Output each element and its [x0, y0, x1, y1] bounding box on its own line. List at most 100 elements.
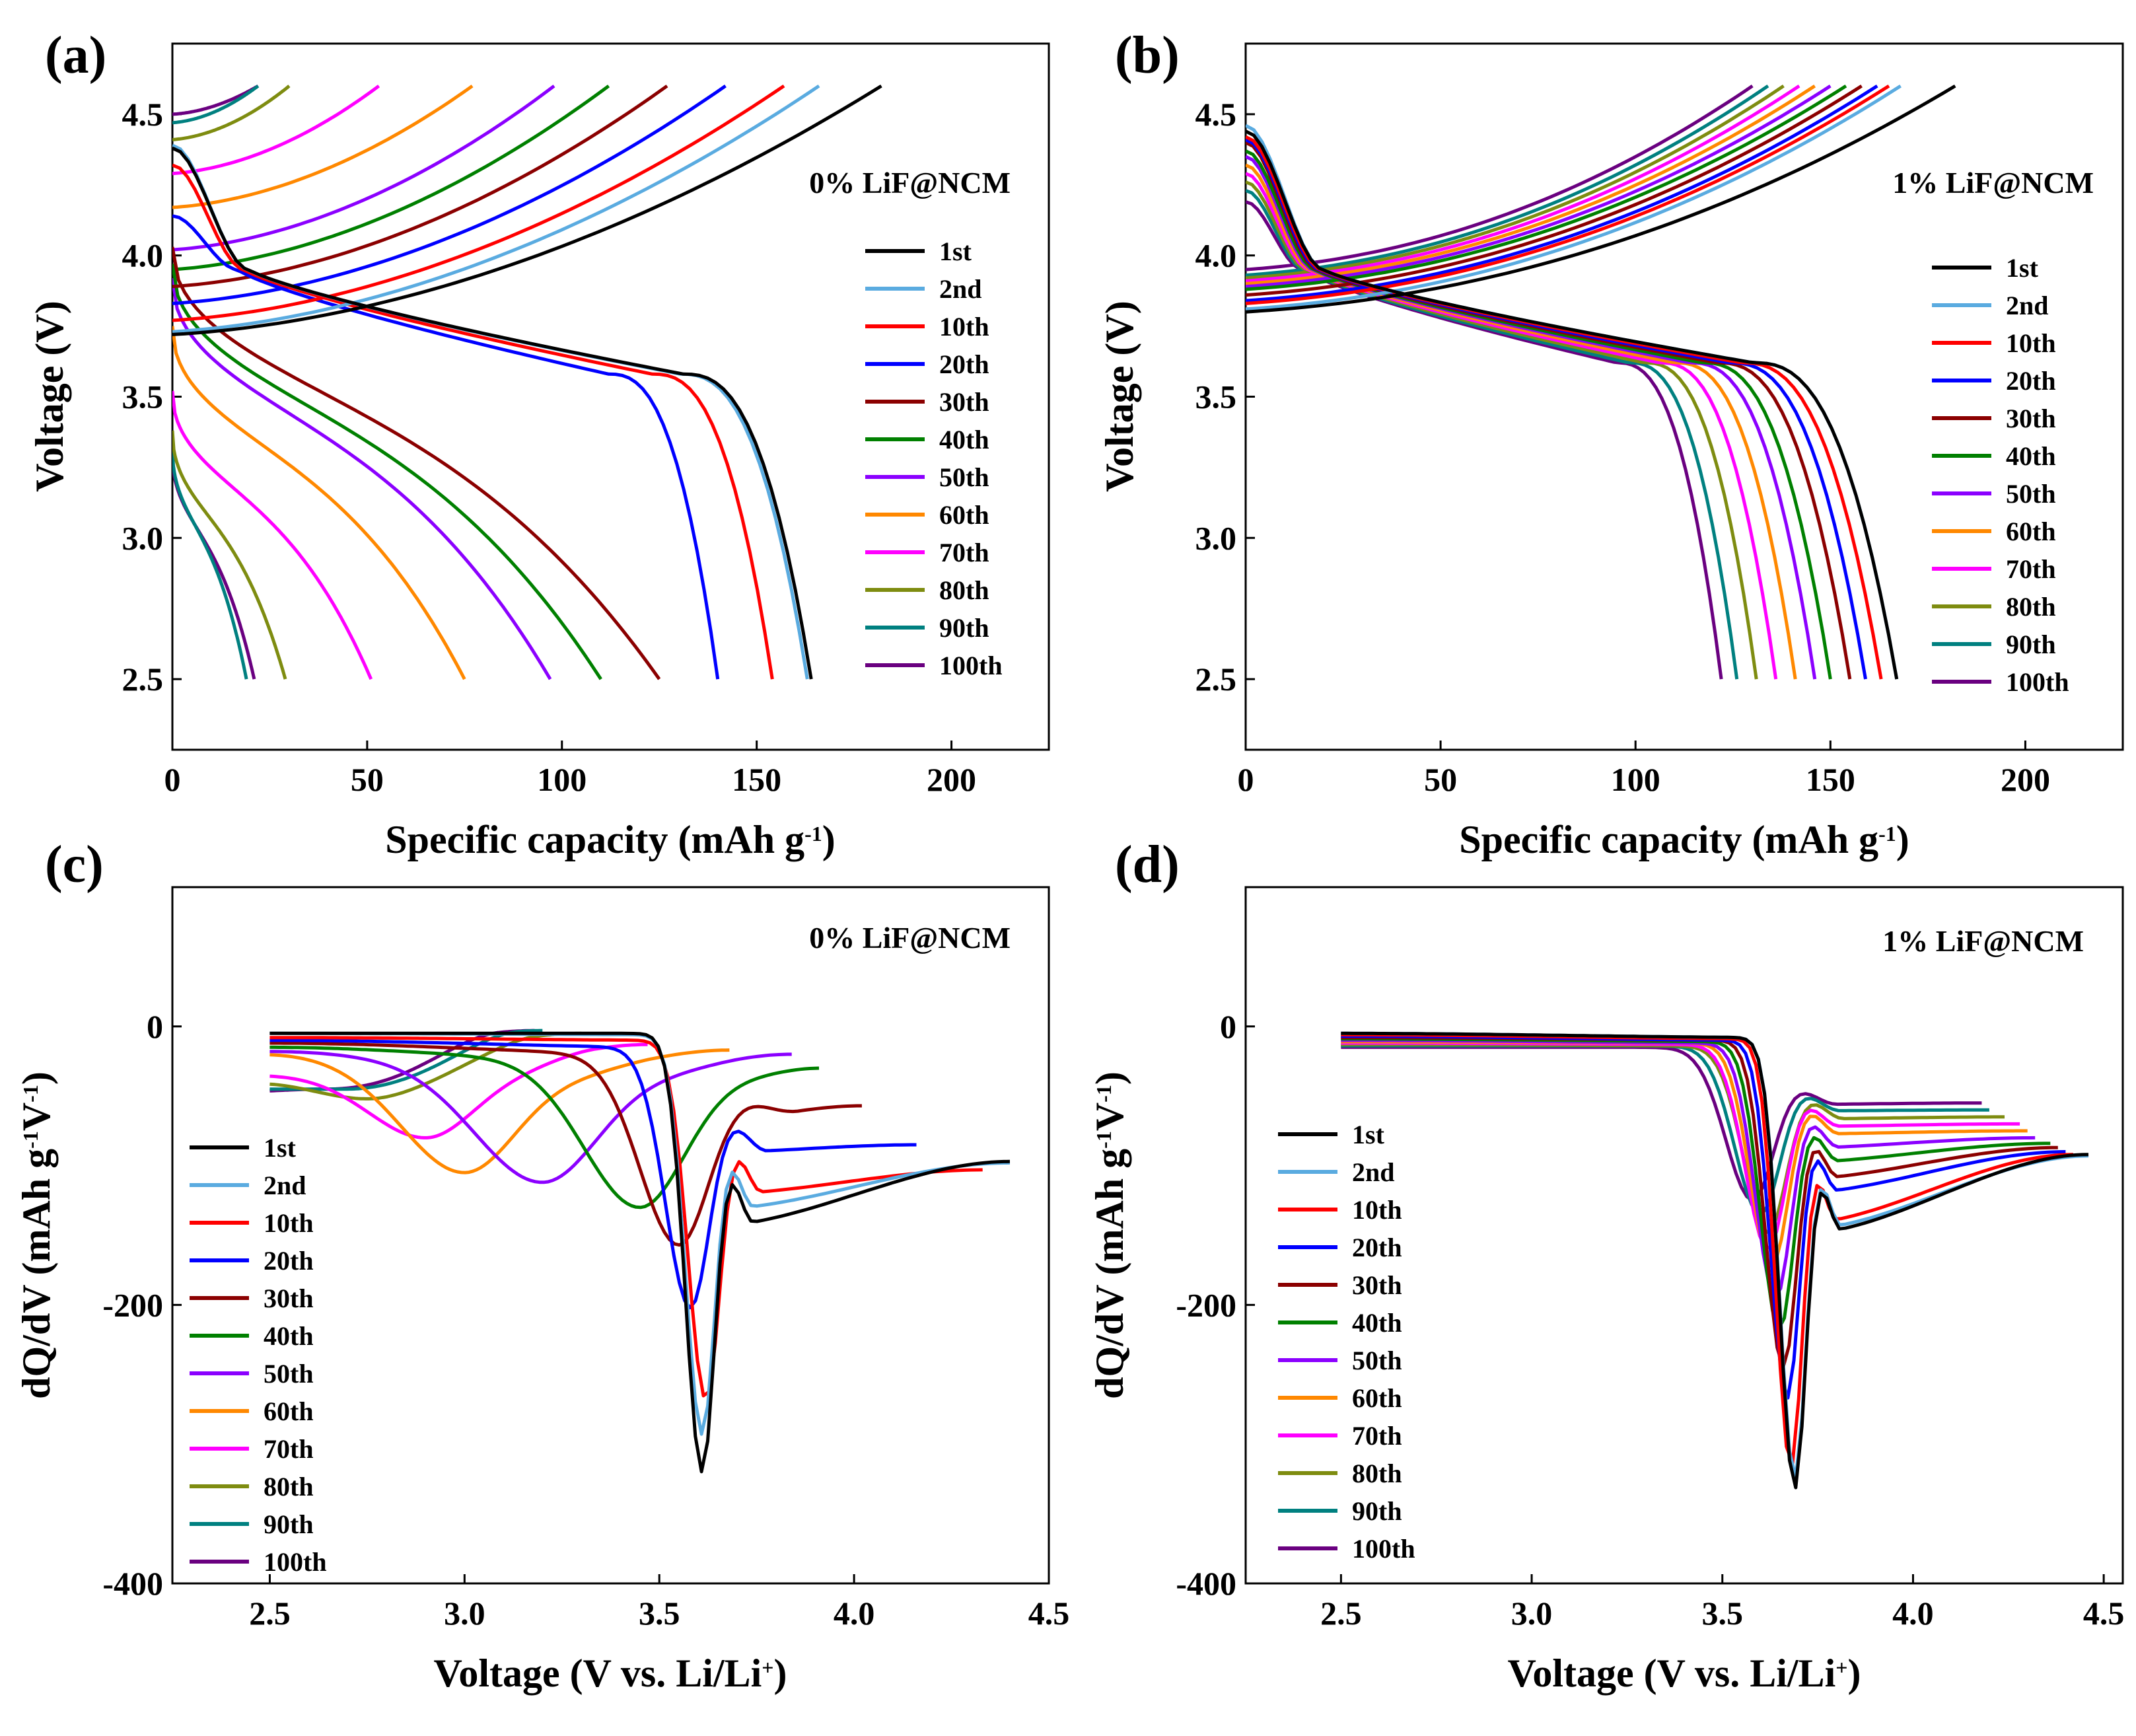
- series-line-60th-charge: [172, 85, 474, 209]
- series-line-50th: [269, 1050, 792, 1184]
- x-tick-label: 0: [164, 761, 181, 798]
- plot-area: [1341, 1031, 2089, 1490]
- plot-area: [172, 84, 882, 680]
- sample-annotation: 1% LiF@NCM: [1892, 166, 2094, 199]
- panel-a: 0 50 100 150 200 2.5 3.0 3.5 4.0 4.5 1st 2nd 10th 20t…: [28, 26, 1050, 861]
- plot-frame: [171, 42, 1050, 751]
- legend-label-100th: 100th: [264, 1547, 327, 1577]
- sample-annotation: 0% LiF@NCM: [809, 166, 1011, 199]
- legend-label-70th: 70th: [1352, 1421, 1402, 1451]
- legend-label-30th: 30th: [1352, 1270, 1402, 1300]
- y-tick-label: 3.5: [122, 379, 164, 416]
- plot-area: [269, 1029, 1011, 1474]
- legend-label-2nd: 2nd: [2006, 291, 2049, 320]
- y-axis-label: dQ/dV (mAh g-1V-1): [15, 1071, 58, 1399]
- series-line-60th-discharge: [1246, 163, 1797, 680]
- legend-label-10th: 10th: [1352, 1195, 1402, 1225]
- series-line-90th-charge: [1246, 85, 1769, 277]
- series-line-1st-charge: [172, 84, 882, 336]
- legend-label-30th: 30th: [939, 387, 989, 417]
- y-tick-label: -200: [102, 1286, 163, 1323]
- x-tick-label: 2.5: [1320, 1595, 1362, 1632]
- legend-label-30th: 30th: [264, 1284, 314, 1313]
- x-tick-label: 50: [1424, 761, 1457, 798]
- series-line-2nd-discharge: [172, 143, 809, 680]
- legend-label-40th: 40th: [939, 425, 989, 454]
- series-line-30th-charge: [1246, 84, 1863, 297]
- series-line-1st: [1341, 1031, 2089, 1490]
- legend-label-20th: 20th: [2006, 366, 2056, 396]
- series-line-40th-charge: [172, 85, 610, 271]
- panel-label: (c): [45, 836, 104, 894]
- panel-b: 0 50 100 150 200 2.5 3.0 3.5 4.0 4.5 1st 2nd 10th 20t…: [1098, 26, 2124, 861]
- series-line-10th-discharge: [1246, 135, 1883, 680]
- series-line-30th-discharge: [172, 246, 661, 680]
- legend-label-40th: 40th: [264, 1321, 314, 1351]
- x-tick-label: 50: [351, 761, 384, 798]
- series-line-50th: [1341, 1038, 2036, 1299]
- series-line-1st: [269, 1031, 1011, 1474]
- legend-label-60th: 60th: [1352, 1383, 1402, 1413]
- series-line-30th: [1341, 1036, 2058, 1369]
- series-line-90th: [269, 1029, 543, 1091]
- x-tick-label: 3.0: [1511, 1595, 1553, 1632]
- legend-label-10th: 10th: [264, 1208, 314, 1238]
- legend-label-60th: 60th: [264, 1396, 314, 1426]
- y-tick-label: 2.5: [122, 661, 164, 698]
- plot-frame: [171, 886, 1050, 1585]
- legend-label-70th: 70th: [264, 1434, 314, 1464]
- series-line-1st-discharge: [172, 146, 813, 680]
- legend-label-80th: 80th: [1352, 1459, 1402, 1488]
- series-line-30th-discharge: [1246, 141, 1852, 680]
- y-axis-label: Voltage (V): [1098, 301, 1141, 491]
- y-tick-label: 3.0: [122, 519, 164, 556]
- panel-label: (a): [45, 26, 106, 85]
- y-tick-label: -400: [102, 1565, 163, 1602]
- series-line-90th-discharge: [172, 447, 248, 680]
- y-axis-label: Voltage (V): [28, 301, 71, 491]
- series-line-70th-discharge: [172, 390, 373, 680]
- y-tick-label: 4.5: [1195, 96, 1237, 133]
- series-line-1st-discharge: [1246, 129, 1899, 680]
- legend-label-50th: 50th: [2006, 479, 2056, 509]
- plot-frame: [1244, 886, 2124, 1585]
- legend-label-70th: 70th: [2006, 554, 2056, 584]
- panel-c: 2.5 3.0 3.5 4.0 4.5 -400 -200 0 1st 2nd 10th 20th 30…: [15, 836, 1069, 1695]
- series-line-100th-charge: [172, 84, 260, 116]
- series-line-20th: [269, 1038, 917, 1310]
- legend-label-1st: 1st: [939, 236, 972, 266]
- x-tick-label: 4.0: [834, 1595, 875, 1632]
- x-tick-label: 3.5: [639, 1595, 680, 1632]
- y-tick-label: 4.0: [122, 237, 164, 274]
- series-line-60th: [269, 1048, 730, 1175]
- y-tick-label: -200: [1176, 1286, 1236, 1323]
- series-line-20th-discharge: [172, 214, 720, 680]
- series-line-60th-charge: [1246, 85, 1816, 285]
- x-tick-label: 150: [732, 761, 781, 798]
- series-line-90th: [1341, 1044, 1989, 1215]
- y-tick-label: 0: [147, 1008, 163, 1045]
- legend-label-50th: 50th: [264, 1359, 314, 1389]
- legend-label-1st: 1st: [2006, 253, 2039, 283]
- legend-label-90th: 90th: [2006, 630, 2056, 659]
- series-line-80th-charge: [1246, 85, 1785, 280]
- series-line-20th: [1341, 1034, 2066, 1400]
- legend-label-40th: 40th: [1352, 1308, 1402, 1338]
- series-line-10th-charge: [1246, 84, 1890, 305]
- x-axis-label: Specific capacity (mAh g-1): [1459, 818, 1909, 861]
- legend-label-70th: 70th: [939, 538, 989, 567]
- y-tick-label: 4.0: [1195, 237, 1237, 274]
- x-tick-label: 3.5: [1701, 1595, 1743, 1632]
- legend-label-1st: 1st: [1352, 1120, 1385, 1149]
- series-line-60th-discharge: [172, 326, 466, 680]
- series-line-2nd-charge: [1246, 84, 1902, 311]
- series-line-70th: [269, 1042, 648, 1139]
- panel-label: (b): [1115, 26, 1180, 85]
- panel-label: (d): [1115, 836, 1180, 894]
- legend-label-2nd: 2nd: [939, 274, 982, 304]
- y-tick-label: 4.5: [122, 96, 164, 133]
- legend-label-80th: 80th: [264, 1472, 314, 1501]
- series-line-10th: [1341, 1032, 2073, 1465]
- series-line-10th-charge: [172, 85, 785, 322]
